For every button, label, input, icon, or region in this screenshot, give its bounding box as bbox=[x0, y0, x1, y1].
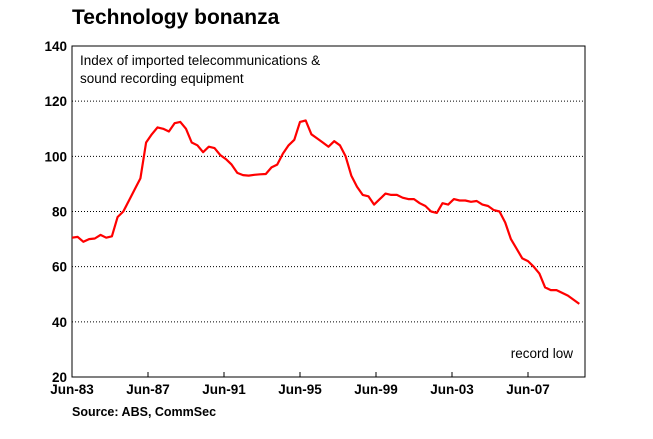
y-tick-label: 60 bbox=[52, 260, 67, 275]
y-tick-label: 40 bbox=[52, 315, 67, 330]
x-axis: Jun-83 Jun-87 Jun-91 Jun-95 Jun-99 Jun-03 Jun-… bbox=[50, 372, 550, 397]
x-tick-label: Jun-03 bbox=[430, 382, 474, 397]
source-note: Source: ABS, CommSec bbox=[72, 405, 217, 419]
plot-frame bbox=[71, 45, 586, 378]
y-tick-label: 100 bbox=[44, 149, 67, 164]
x-tick-label: Jun-87 bbox=[126, 382, 170, 397]
x-tick-label: Jun-07 bbox=[506, 382, 550, 397]
chart-title: Technology bonanza bbox=[72, 6, 280, 29]
record-low-annotation: record low bbox=[511, 346, 574, 361]
x-tick-label: Jun-83 bbox=[50, 382, 94, 397]
x-tick-label: Jun-95 bbox=[278, 382, 322, 397]
y-tick-label: 20 bbox=[52, 370, 67, 385]
gridlines bbox=[72, 100, 585, 323]
y-axis: 20 40 60 80 100 120 140 bbox=[44, 39, 67, 385]
y-tick-label: 140 bbox=[44, 39, 67, 54]
subtitle-line-2: sound recording equipment bbox=[80, 71, 244, 86]
y-tick-label: 80 bbox=[52, 205, 67, 220]
y-tick-label: 120 bbox=[44, 94, 67, 109]
series-line bbox=[71, 119, 580, 305]
x-tick-label: Jun-99 bbox=[354, 382, 398, 397]
x-tick-label: Jun-91 bbox=[202, 382, 246, 397]
subtitle-line-1: Index of imported telecommunications & bbox=[80, 53, 320, 68]
